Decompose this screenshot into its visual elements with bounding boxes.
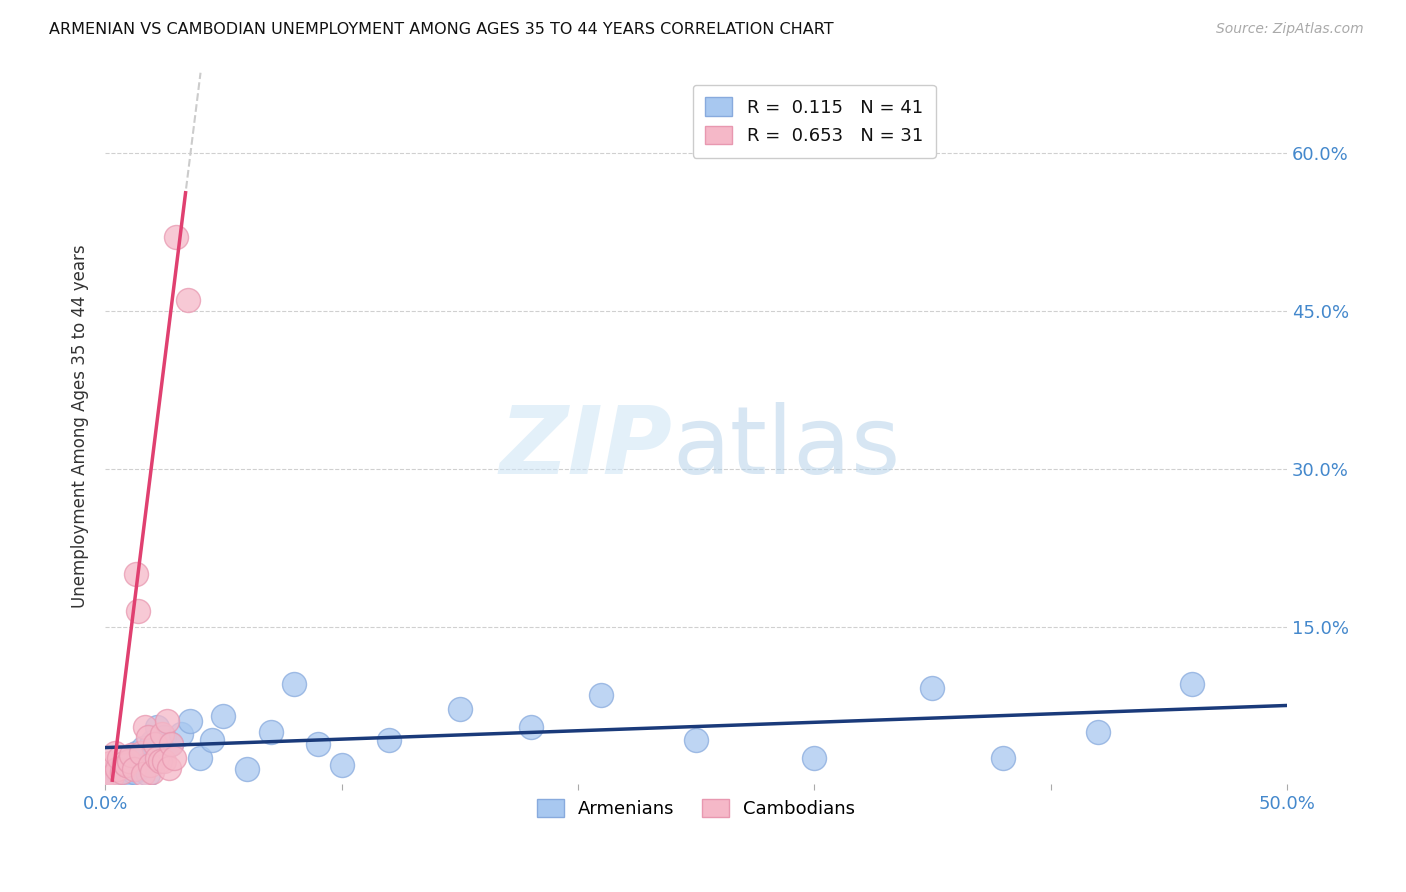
Point: [132, 740, 155, 755]
Point: [120, 751, 142, 765]
Point: [98, 772, 121, 787]
Point: [115, 767, 138, 781]
Point: [177, 293, 200, 307]
Point: [165, 230, 187, 244]
Point: [163, 751, 186, 765]
Point: [115, 758, 138, 772]
Point: [146, 751, 169, 765]
Point: [259, 724, 281, 739]
Point: [283, 677, 305, 691]
Point: [141, 735, 163, 749]
Point: [200, 733, 222, 747]
Point: [101, 769, 124, 783]
Point: [122, 764, 145, 779]
Point: [1087, 724, 1109, 739]
Point: [143, 738, 166, 752]
Point: [685, 733, 707, 747]
Text: Source: ZipAtlas.com: Source: ZipAtlas.com: [1216, 22, 1364, 37]
Point: [993, 751, 1015, 765]
Point: [378, 733, 401, 747]
Point: [236, 762, 259, 776]
Point: [125, 746, 148, 760]
Point: [148, 754, 170, 768]
Point: [921, 681, 943, 695]
Point: [519, 719, 541, 733]
Point: [134, 719, 156, 733]
Text: ZIP: ZIP: [499, 402, 672, 494]
Point: [127, 762, 149, 776]
Point: [111, 764, 134, 779]
Point: [105, 764, 128, 779]
Point: [111, 769, 134, 783]
Point: [1181, 677, 1204, 691]
Point: [118, 754, 141, 768]
Point: [141, 764, 163, 779]
Point: [127, 604, 149, 618]
Point: [105, 762, 128, 776]
Point: [170, 727, 193, 741]
Point: [212, 709, 235, 723]
Point: [136, 767, 159, 781]
Point: [803, 751, 825, 765]
Text: ARMENIAN VS CAMBODIAN UNEMPLOYMENT AMONG AGES 35 TO 44 YEARS CORRELATION CHART: ARMENIAN VS CAMBODIAN UNEMPLOYMENT AMONG…: [49, 22, 834, 37]
Legend: Armenians, Cambodians: Armenians, Cambodians: [530, 792, 862, 825]
Point: [112, 756, 135, 771]
Point: [101, 767, 124, 781]
Point: [129, 754, 152, 768]
Point: [157, 761, 180, 775]
Point: [134, 758, 156, 772]
Point: [591, 688, 613, 702]
Point: [132, 767, 155, 781]
Point: [125, 566, 148, 581]
Point: [150, 727, 173, 741]
Point: [108, 751, 131, 765]
Point: [97, 767, 120, 781]
Point: [179, 714, 201, 729]
Y-axis label: Unemployment Among Ages 35 to 44 years: Unemployment Among Ages 35 to 44 years: [72, 244, 89, 608]
Point: [153, 730, 176, 744]
Point: [104, 746, 127, 760]
Point: [160, 738, 183, 752]
Point: [146, 719, 169, 733]
Point: [449, 701, 471, 715]
Point: [156, 714, 179, 729]
Point: [160, 738, 183, 752]
Point: [307, 738, 329, 752]
Point: [129, 746, 152, 760]
Point: [139, 758, 162, 772]
Point: [188, 751, 211, 765]
Point: [112, 756, 135, 771]
Point: [120, 747, 142, 762]
Point: [330, 758, 353, 772]
Point: [104, 769, 127, 783]
Point: [136, 730, 159, 744]
Point: [108, 762, 131, 776]
Text: atlas: atlas: [672, 402, 901, 494]
Point: [118, 758, 141, 772]
Point: [122, 762, 145, 776]
Point: [98, 756, 121, 771]
Point: [153, 754, 176, 768]
